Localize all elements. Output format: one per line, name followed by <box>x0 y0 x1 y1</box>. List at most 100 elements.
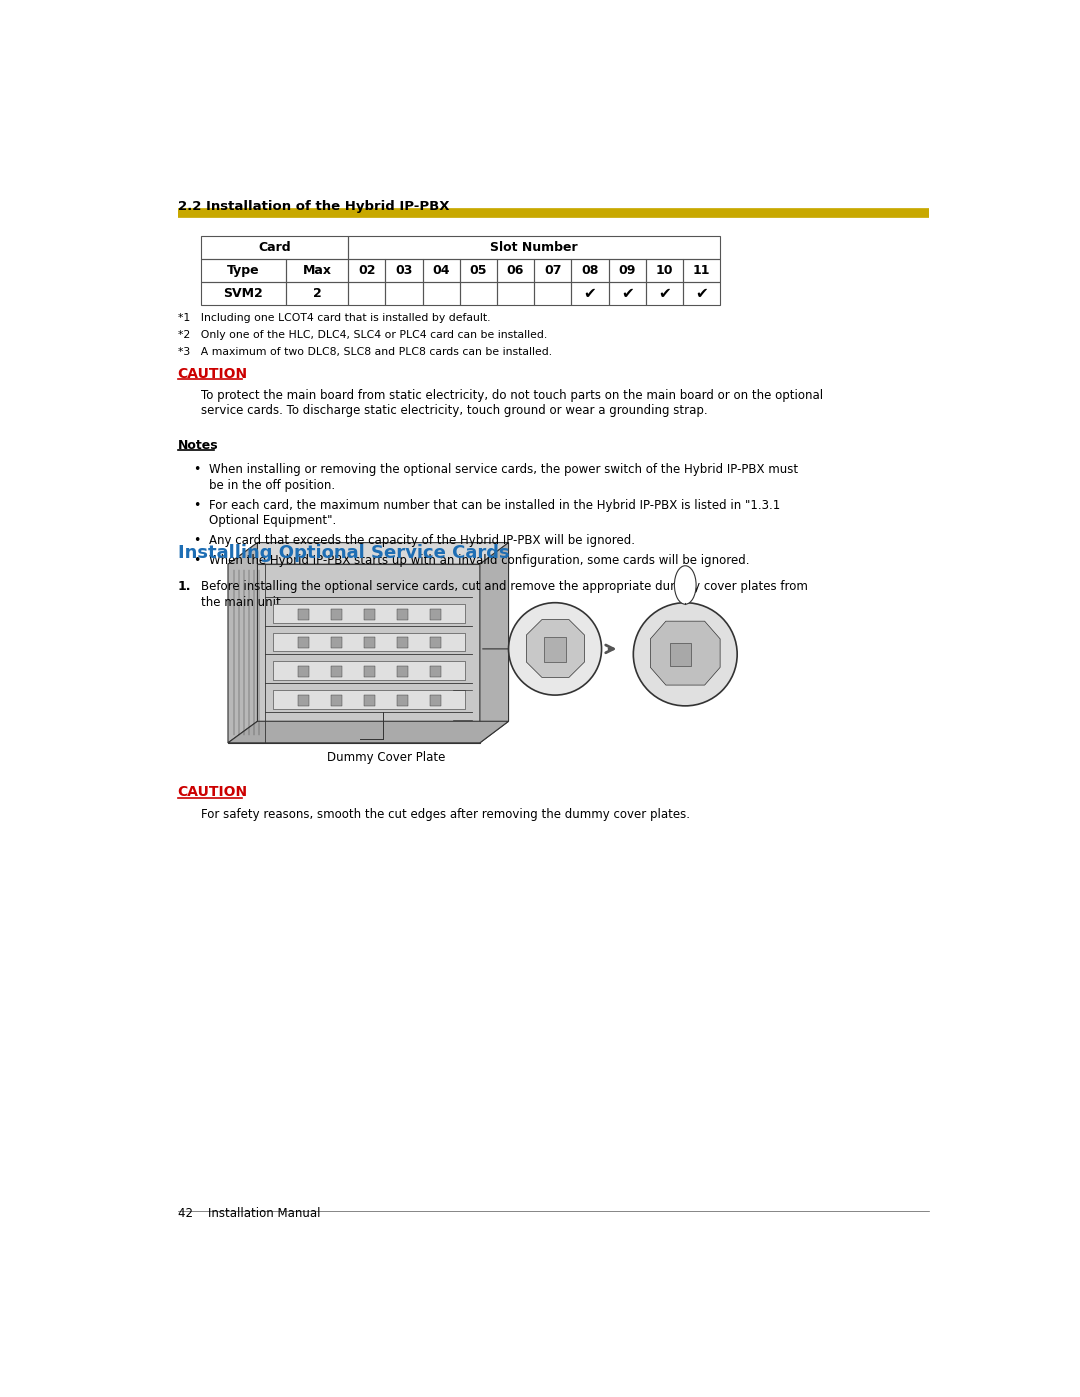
Text: Dummy Cover Plate: Dummy Cover Plate <box>327 750 446 764</box>
Bar <box>273 690 465 708</box>
Bar <box>286 282 348 306</box>
Bar <box>396 609 408 620</box>
Circle shape <box>633 602 738 705</box>
Bar <box>364 637 375 648</box>
Bar <box>646 260 683 282</box>
Bar <box>460 282 497 306</box>
Text: For safety reasons, smooth the cut edges after removing the dummy cover plates.: For safety reasons, smooth the cut edges… <box>201 809 690 821</box>
Bar <box>348 260 386 282</box>
Polygon shape <box>228 564 480 743</box>
Text: 2.2 Installation of the Hybrid IP-PBX: 2.2 Installation of the Hybrid IP-PBX <box>177 200 449 212</box>
Text: Notes: Notes <box>177 439 218 451</box>
Text: *1   Including one LCOT4 card that is installed by default.: *1 Including one LCOT4 card that is inst… <box>177 313 490 323</box>
Polygon shape <box>228 542 509 564</box>
Text: Slot Number: Slot Number <box>490 242 578 254</box>
Bar <box>422 282 460 306</box>
Bar <box>348 282 386 306</box>
Bar <box>330 696 342 705</box>
Bar <box>286 260 348 282</box>
Text: 1.: 1. <box>177 580 191 592</box>
Text: Optional Equipment".: Optional Equipment". <box>208 514 336 527</box>
Text: Max: Max <box>302 264 332 278</box>
Bar <box>535 282 571 306</box>
Text: 05: 05 <box>470 264 487 278</box>
Bar <box>201 236 348 260</box>
Text: 07: 07 <box>544 264 562 278</box>
Bar <box>298 666 309 676</box>
Text: When installing or removing the optional service cards, the power switch of the : When installing or removing the optional… <box>208 464 798 476</box>
Polygon shape <box>228 542 257 743</box>
Bar <box>670 643 691 666</box>
Bar <box>683 260 720 282</box>
Text: 04: 04 <box>432 264 450 278</box>
Bar <box>430 609 441 620</box>
Bar <box>364 666 375 676</box>
Bar <box>330 637 342 648</box>
Bar <box>646 282 683 306</box>
Bar <box>497 260 535 282</box>
Bar <box>683 282 720 306</box>
Bar <box>273 633 465 651</box>
Text: 2: 2 <box>313 288 322 300</box>
Bar <box>298 637 309 648</box>
Text: SVM2: SVM2 <box>224 288 264 300</box>
Text: •: • <box>193 464 201 476</box>
Ellipse shape <box>674 566 697 605</box>
Text: the main unit.: the main unit. <box>201 595 284 609</box>
Text: For each card, the maximum number that can be installed in the Hybrid IP-PBX is : For each card, the maximum number that c… <box>208 499 780 511</box>
Bar <box>430 696 441 705</box>
Text: ✔: ✔ <box>658 286 671 302</box>
Polygon shape <box>480 542 509 743</box>
Bar <box>460 260 497 282</box>
Bar <box>608 282 646 306</box>
Bar <box>571 260 608 282</box>
Bar <box>396 666 408 676</box>
Polygon shape <box>650 622 720 685</box>
Bar <box>535 260 571 282</box>
Text: *3   A maximum of two DLC8, SLC8 and PLC8 cards can be installed.: *3 A maximum of two DLC8, SLC8 and PLC8 … <box>177 346 552 358</box>
Bar <box>364 609 375 620</box>
Bar <box>201 282 286 306</box>
Text: 03: 03 <box>395 264 413 278</box>
Text: •: • <box>193 555 201 567</box>
Text: 42    Installation Manual: 42 Installation Manual <box>177 1207 320 1220</box>
Text: When the Hybrid IP-PBX starts up with an invalid configuration, some cards will : When the Hybrid IP-PBX starts up with an… <box>208 555 750 567</box>
Bar <box>201 260 286 282</box>
Text: Before installing the optional service cards, cut and remove the appropriate dum: Before installing the optional service c… <box>201 580 808 592</box>
Text: 06: 06 <box>507 264 524 278</box>
Bar <box>386 282 422 306</box>
Bar <box>608 260 646 282</box>
Text: Any card that exceeds the capacity of the Hybrid IP-PBX will be ignored.: Any card that exceeds the capacity of th… <box>208 534 635 548</box>
Polygon shape <box>228 721 509 743</box>
Bar <box>273 605 465 623</box>
Bar <box>273 661 465 680</box>
Text: service cards. To discharge static electricity, touch ground or wear a grounding: service cards. To discharge static elect… <box>201 404 707 418</box>
Text: 11: 11 <box>692 264 711 278</box>
Text: 08: 08 <box>581 264 598 278</box>
Text: be in the off position.: be in the off position. <box>208 479 335 492</box>
Bar <box>571 282 608 306</box>
Text: CAUTION: CAUTION <box>177 785 247 799</box>
Bar <box>396 696 408 705</box>
Bar <box>298 696 309 705</box>
Bar <box>396 637 408 648</box>
Bar <box>330 666 342 676</box>
Bar <box>497 282 535 306</box>
Text: Installing Optional Service Cards: Installing Optional Service Cards <box>177 545 510 562</box>
Bar <box>348 236 720 260</box>
Text: 10: 10 <box>656 264 673 278</box>
Bar <box>430 637 441 648</box>
Polygon shape <box>526 620 584 678</box>
Text: 02: 02 <box>357 264 376 278</box>
Text: Type: Type <box>227 264 260 278</box>
Bar <box>364 696 375 705</box>
Text: *2   Only one of the HLC, DLC4, SLC4 or PLC4 card can be installed.: *2 Only one of the HLC, DLC4, SLC4 or PL… <box>177 330 546 339</box>
Bar <box>298 609 309 620</box>
Text: 09: 09 <box>619 264 636 278</box>
Text: ✔: ✔ <box>621 286 634 302</box>
Text: Card: Card <box>258 242 291 254</box>
Text: ✔: ✔ <box>583 286 596 302</box>
Circle shape <box>509 602 602 696</box>
Bar <box>430 666 441 676</box>
Text: CAUTION: CAUTION <box>177 367 247 381</box>
